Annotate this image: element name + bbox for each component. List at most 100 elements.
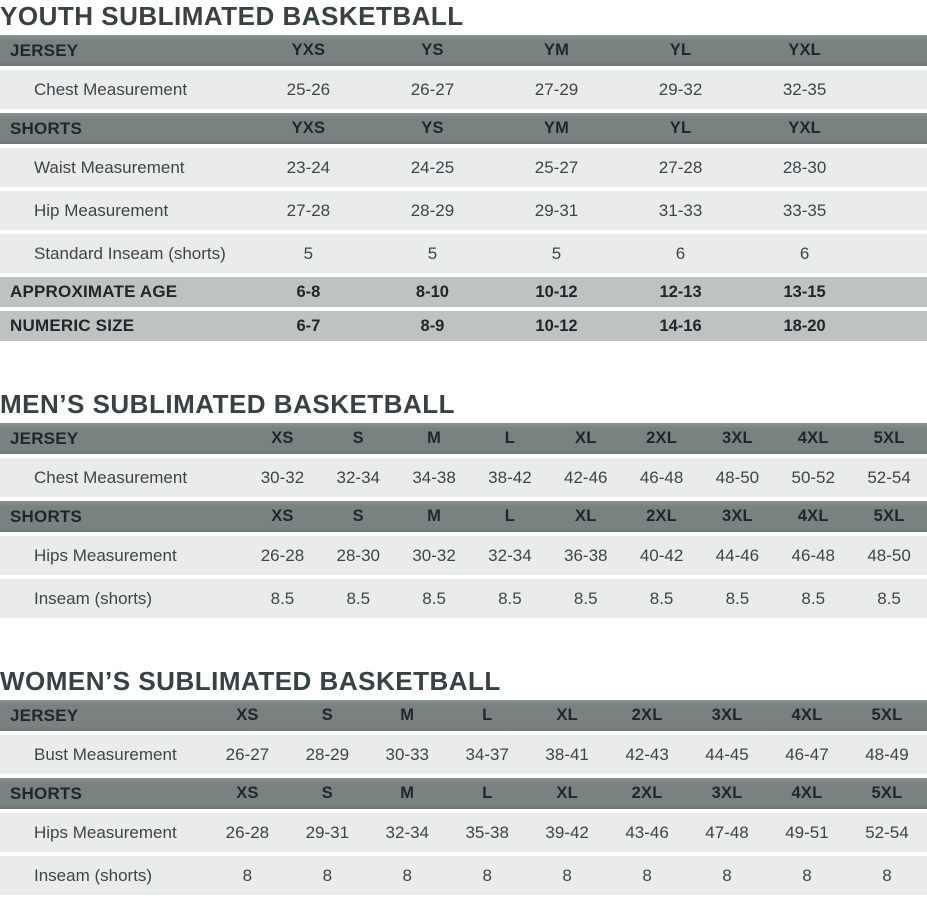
header-band-row: JERSEY YXS YS YM YL YXL [0,35,927,66]
measurement-value: 8 [527,856,608,895]
measurement-value: 32-34 [320,458,397,497]
womens-size-table: JERSEY XS S M L XL 2XL 3XL 4XL 5XL Bust Measuremen… [0,696,927,899]
size-column-header: M [367,700,448,731]
size-column-header: S [320,501,397,532]
size-column-header: 2XL [607,700,688,731]
size-column-header: S [287,700,368,731]
measurement-value: 8.5 [851,579,927,618]
section-womens: WOMEN’S SUBLIMATED BASKETBALL JERSEY XS S M… [0,666,927,899]
measurement-value: 30-33 [367,735,448,774]
measurement-value: 38-41 [527,735,608,774]
measurement-value: 8.5 [623,579,700,618]
band-label: SHORTS [0,113,247,144]
size-column-header: L [472,501,548,532]
measurement-value: 32-35 [742,70,867,109]
measurement-value: 8.5 [699,579,776,618]
measurement-value: 28-30 [742,148,867,187]
measurement-value: 8.5 [472,579,548,618]
spacer-cell [866,234,927,273]
measurement-value: 5 [494,234,619,273]
measurement-value: 27-28 [618,148,743,187]
measurement-value: 8.5 [547,579,624,618]
measurement-value: 26-27 [207,735,288,774]
summary-value: 10-12 [494,311,619,341]
measurement-value: 46-47 [767,735,847,774]
measurement-value: 8 [846,856,927,895]
spacer-cell [866,277,927,307]
size-column-header: XL [527,778,608,809]
measurement-row: Hips Measurement 26-28 29-31 32-34 35-38 39-4… [0,813,927,852]
measurement-value: 5 [246,234,371,273]
summary-label: APPROXIMATE AGE [0,277,247,307]
measurement-row: Waist Measurement 23-24 24-25 25-27 27-28 28-… [0,148,927,187]
measurement-value: 28-29 [287,735,368,774]
measurement-row: Chest Measurement 30-32 32-34 34-38 38-42 42-… [0,458,927,497]
measurement-value: 36-38 [547,536,624,575]
measurement-label: Hip Measurement [0,191,247,230]
measurement-label: Waist Measurement [0,148,247,187]
measurement-label: Standard Inseam (shorts) [0,234,247,273]
measurement-label: Inseam (shorts) [0,579,245,618]
header-band-row: SHORTS YXS YS YM YL YXL [0,113,927,144]
measurement-value: 8 [687,856,767,895]
size-column-header: 4XL [767,700,847,731]
measurement-value: 42-46 [547,458,624,497]
measurement-value: 8 [607,856,688,895]
measurement-value: 52-54 [851,458,927,497]
measurement-value: 26-28 [207,813,288,852]
measurement-value: 6 [618,234,743,273]
measurement-value: 28-30 [320,536,397,575]
summary-row: NUMERIC SIZE 6-7 8-9 10-12 14-16 18-20 [0,311,927,341]
size-column-header: XL [547,423,624,454]
size-column-header: 3XL [687,700,767,731]
measurement-row: Inseam (shorts) 8.5 8.5 8.5 8.5 8.5 8.5 8.5 8.5 8… [0,579,927,618]
measurement-row: Standard Inseam (shorts) 5 5 5 6 6 [0,234,927,273]
measurement-value: 29-31 [287,813,368,852]
spacer-cell [866,311,927,341]
spacer-cell [866,35,927,66]
band-label: JERSEY [0,35,247,66]
measurement-value: 6 [742,234,867,273]
size-column-header: 2XL [623,501,700,532]
size-column-header: M [396,501,472,532]
size-column-header: XL [527,700,608,731]
measurement-value: 25-27 [494,148,619,187]
spacer-cell [866,70,927,109]
measurement-value: 34-38 [396,458,472,497]
measurement-value: 8 [207,856,288,895]
measurement-value: 5 [370,234,495,273]
summary-value: 14-16 [618,311,743,341]
measurement-row: Bust Measurement 26-27 28-29 30-33 34-37 38-4… [0,735,927,774]
spacer-cell [866,113,927,144]
size-column-header: 3XL [687,778,767,809]
band-label: JERSEY [0,700,208,731]
measurement-value: 8 [287,856,368,895]
summary-value: 6-8 [246,277,371,307]
size-column-header: XS [244,423,321,454]
section-title-youth: YOUTH SUBLIMATED BASKETBALL [0,1,464,31]
summary-row: APPROXIMATE AGE 6-8 8-10 10-12 12-13 13-15 [0,277,927,307]
size-column-header: 4XL [775,423,852,454]
size-column-header: 4XL [767,778,847,809]
size-column-header: S [287,778,368,809]
measurement-value: 26-27 [370,70,495,109]
header-band-row: JERSEY XS S M L XL 2XL 3XL 4XL 5XL [0,700,927,731]
size-column-header: YXS [246,113,371,144]
measurement-value: 49-51 [767,813,847,852]
size-column-header: YS [370,113,495,144]
measurement-value: 32-34 [472,536,548,575]
band-label: SHORTS [0,501,245,532]
measurement-value: 46-48 [623,458,700,497]
measurement-value: 8.5 [396,579,472,618]
measurement-value: 39-42 [527,813,608,852]
measurement-value: 31-33 [618,191,743,230]
measurement-value: 43-46 [607,813,688,852]
size-column-header: YXL [742,35,867,66]
header-band-row: SHORTS XS S M L XL 2XL 3XL 4XL 5XL [0,501,927,532]
band-label: JERSEY [0,423,245,454]
measurement-value: 44-45 [687,735,767,774]
size-column-header: L [472,423,548,454]
spacer-cell [866,191,927,230]
section-mens: MEN’S SUBLIMATED BASKETBALL JERSEY XS S M L X… [0,389,927,622]
